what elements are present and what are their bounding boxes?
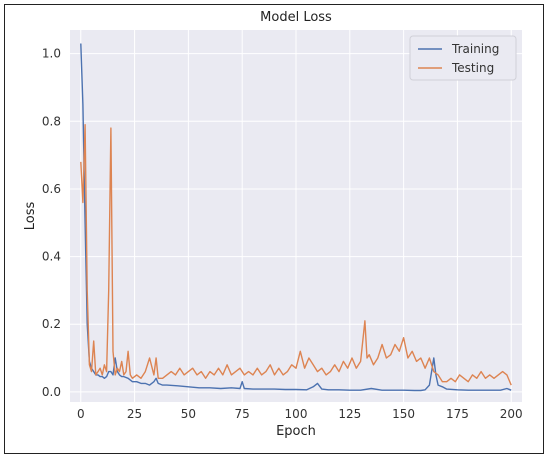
x-tick-label: 200 — [500, 407, 523, 421]
chart-title: Model Loss — [260, 10, 332, 25]
y-tick-label: 0.4 — [42, 250, 61, 264]
legend-label: Training — [451, 42, 499, 56]
series-line-testing — [80, 124, 512, 386]
x-tick-label: 175 — [446, 407, 469, 421]
x-tick-label: 0 — [77, 407, 85, 421]
x-tick-label: 125 — [338, 407, 361, 421]
x-tick-label: 75 — [235, 407, 250, 421]
y-tick-label: 0.8 — [42, 114, 61, 128]
x-tick-label: 100 — [285, 407, 308, 421]
y-tick-label: 0.0 — [42, 385, 61, 399]
x-tick-label: 25 — [127, 407, 142, 421]
x-axis-label: Epoch — [276, 424, 316, 439]
x-tick-label: 150 — [392, 407, 415, 421]
y-tick-label: 0.6 — [42, 182, 61, 196]
x-tick-label: 50 — [181, 407, 196, 421]
y-tick-label: 0.2 — [42, 317, 61, 331]
legend-box — [409, 35, 517, 81]
series-line-training — [80, 43, 512, 392]
legend: Training Testing — [409, 35, 517, 81]
y-axis-label: Loss — [23, 202, 38, 231]
legend-label: Testing — [451, 61, 494, 75]
y-tick-label: 1.0 — [42, 47, 61, 61]
